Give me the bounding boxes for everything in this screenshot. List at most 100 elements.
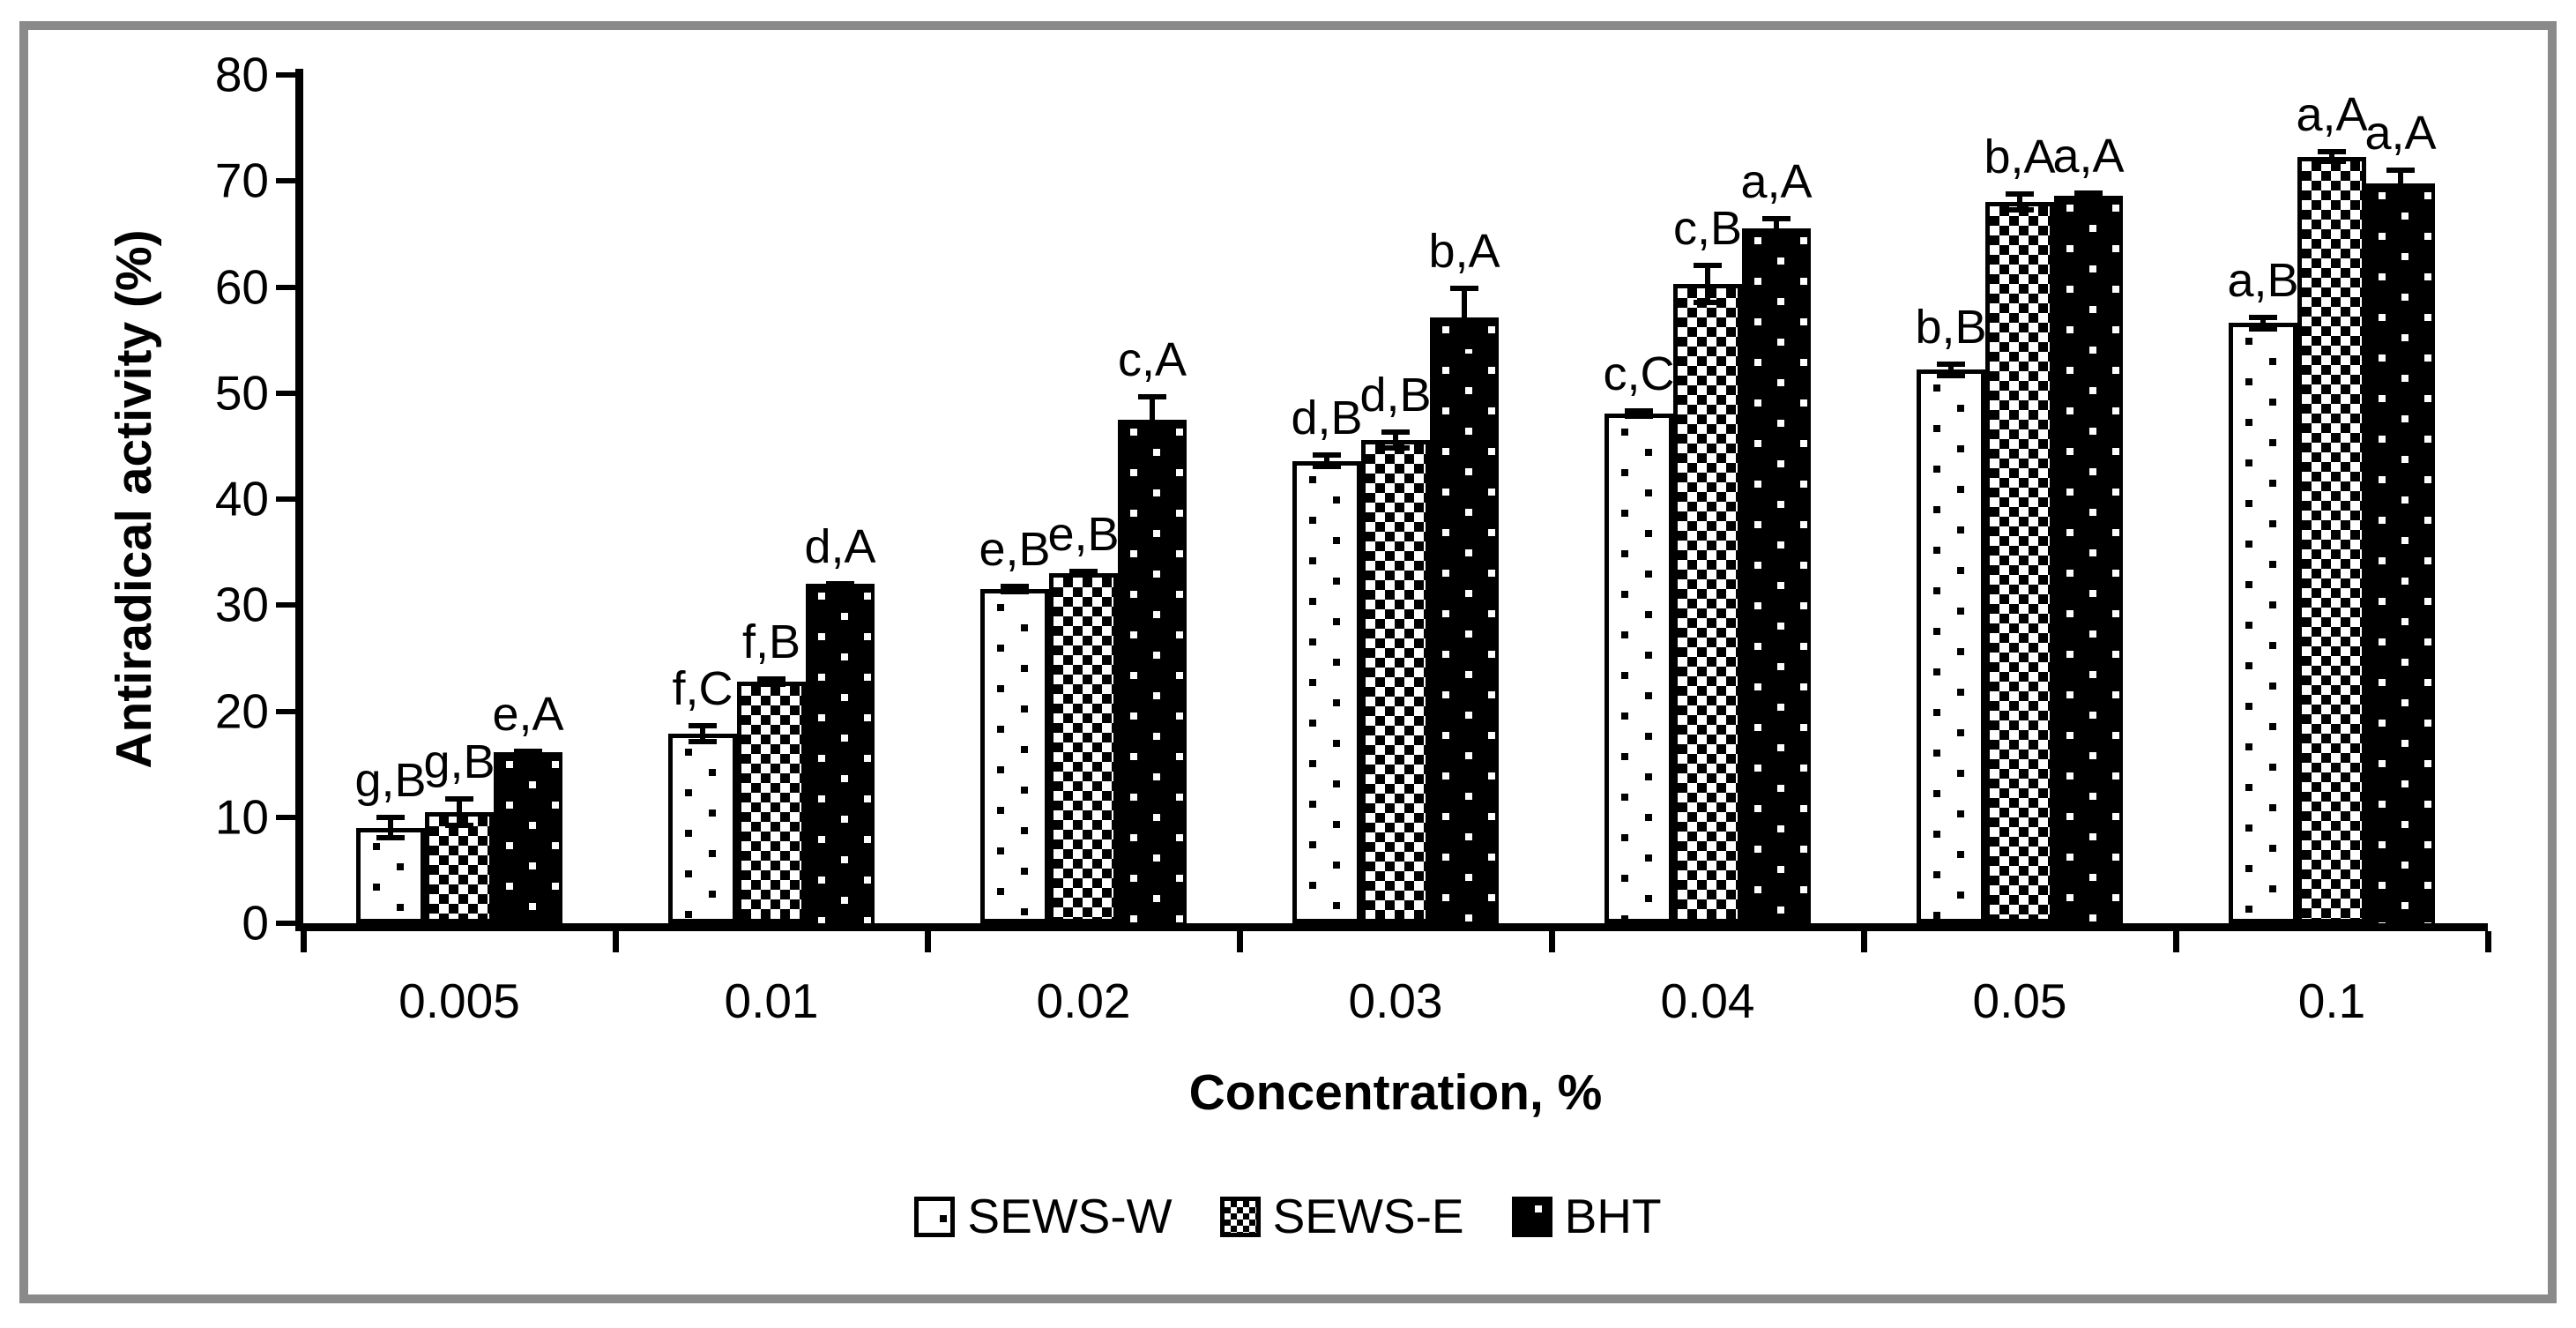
error-bar-cap-top [1937,361,1965,367]
bar-SEWS-E-0.05 [1985,202,2054,923]
error-bar-cap-top [1381,429,1410,435]
significance-label: a,A [2364,106,2437,160]
x-tick [925,931,931,952]
x-tick [1237,931,1243,952]
error-bar-line [2398,167,2403,199]
error-bar-line [1705,262,1710,305]
error-bar [1673,262,1742,305]
error-bar-cap-top [376,815,405,821]
y-tick-label: 0 [242,895,269,951]
significance-label: e,B [979,523,1051,577]
error-bar [1361,429,1430,451]
y-tick-label: 60 [214,259,269,314]
significance-label: b,A [1984,131,2056,184]
error-bar-cap-bottom [1937,372,1965,378]
error-bar [668,722,737,744]
error-bar-cap-bottom [1069,571,1098,578]
error-bar-cap-top [2074,190,2103,197]
error-bar [2297,149,2366,164]
error-bar [1742,215,1811,242]
x-tick [613,931,619,952]
error-bar-line [1012,584,1017,595]
significance-label: a,A [2296,88,2368,142]
significance-label: c,A [1117,332,1187,386]
legend: SEWS-W SEWS-E BHT [0,1192,2576,1241]
x-category-label: 0.01 [724,974,819,1028]
x-category-label: 0.005 [398,974,520,1028]
bar-BHT-0.05 [2054,196,2123,923]
error-bar-cap-bottom [1138,439,1166,445]
y-tick-label: 80 [214,47,269,102]
y-tick-label: 70 [214,153,269,208]
bar-SEWS-W-0.1 [2229,323,2297,923]
significance-label: g,B [423,735,495,788]
error-bar-line [388,815,393,841]
error-bar-cap-top [1001,584,1029,590]
bar-SEWS-E-0.03 [1361,439,1430,923]
y-tick [276,390,295,396]
legend-label: SEWS-E [1272,1189,1464,1243]
significance-label: a,A [2052,130,2125,183]
error-bar-cap-top [1138,393,1166,399]
bar-SEWS-W-0.04 [1604,413,1673,923]
bar-SEWS-E-0.005 [425,811,494,923]
x-category-label: 0.1 [2297,974,2366,1028]
significance-label: c,B [1672,201,1743,255]
error-bar-line [2086,190,2091,202]
error-bar-line [769,675,774,687]
error-bar-line [1948,361,1954,378]
significance-label: d,B [1291,392,1363,445]
error-bar [2054,190,2123,202]
y-tick-label: 30 [214,577,269,632]
error-bar-line [457,795,462,828]
bar-BHT-0.03 [1430,317,1499,923]
error-bar-cap-top [514,748,542,754]
error-bar-cap-bottom [1450,344,1478,350]
x-tick [301,931,307,952]
error-bar-cap-bottom [1313,464,1341,470]
x-axis-line [295,923,2488,931]
y-tick-label: 20 [214,683,269,738]
error-bar [1049,569,1118,578]
legend-swatch-dotted-white-icon [914,1196,956,1237]
error-bar [356,815,425,841]
error-bar-cap-top [2249,314,2277,320]
error-bar-cap-bottom [1694,299,1722,305]
error-bar-line [2329,149,2334,164]
error-bar-cap-top [1069,569,1098,575]
bar-SEWS-E-0.04 [1673,283,1742,923]
x-category-label: 0.02 [1036,974,1131,1028]
y-tick-label: 10 [214,789,269,845]
error-bar-cap-bottom [376,835,405,841]
error-bar [425,795,494,828]
error-bar-cap-bottom [2386,193,2415,199]
error-bar [737,675,806,687]
bar-SEWS-W-0.005 [356,827,425,923]
y-tick-label: 40 [214,471,269,526]
error-bar-cap-top [1762,215,1791,221]
error-bar-cap-top [445,795,473,802]
error-bar-cap-top [689,722,717,728]
error-bar-cap-top [757,675,785,682]
error-bar [1430,286,1499,350]
bar-SEWS-W-0.03 [1292,460,1361,923]
error-bar-cap-bottom [757,681,785,687]
error-bar [1118,393,1187,445]
legend-swatch-checkerboard-icon [1219,1196,1261,1237]
error-bar-cap-bottom [1381,444,1410,451]
error-bar-line [1150,393,1155,445]
error-bar [1292,452,1361,470]
error-bar-line [1774,215,1779,242]
error-bar-cap-bottom [1001,589,1029,595]
error-bar [2229,314,2297,332]
significance-label: g,B [354,754,427,808]
error-bar-cap-top [2006,191,2034,198]
error-bar-line [1324,452,1329,470]
bar-BHT-0.1 [2366,183,2435,923]
error-bar [1985,191,2054,213]
x-category-label: 0.05 [1972,974,2067,1028]
error-bar-line [700,722,705,744]
bar-BHT-0.04 [1742,228,1811,923]
